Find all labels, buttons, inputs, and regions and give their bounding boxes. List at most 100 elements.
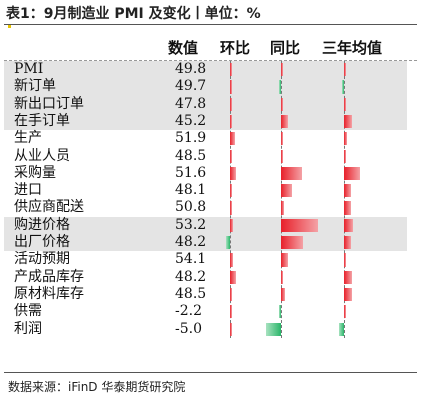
yoy-bar xyxy=(279,80,281,94)
table-row: 活动预期 54.1 xyxy=(0,251,423,268)
table-row: 产成品库存 48.2 xyxy=(0,269,423,286)
header-value: 数值 xyxy=(168,39,199,57)
row-value: 54.1 xyxy=(175,251,207,268)
header-avg3: 三年均值 xyxy=(322,39,383,57)
yoy-bar xyxy=(281,114,289,129)
decorative-mark xyxy=(8,25,11,28)
header-yoy: 同比 xyxy=(270,39,301,57)
table-row: 生产 51.9 xyxy=(0,130,423,147)
yoy-bar xyxy=(281,287,286,302)
row-value: 51.6 xyxy=(175,164,207,181)
yoy-bar xyxy=(281,184,292,198)
mom-bar xyxy=(230,166,236,181)
row-label: 新订单 xyxy=(14,78,56,95)
row-label: PMI xyxy=(14,61,44,77)
avg3-bar xyxy=(344,149,346,163)
avg3-bar xyxy=(344,132,347,146)
table-row: 购进价格 53.2 xyxy=(0,217,423,234)
table-row: 进口 48.1 xyxy=(0,182,423,199)
table-row: 新订单 49.7 xyxy=(0,78,423,95)
avg3-bar xyxy=(344,218,353,232)
row-value: 48.5 xyxy=(175,147,207,164)
row-label: 从业人员 xyxy=(14,147,70,164)
yoy-bar xyxy=(281,63,283,77)
row-label: 供需 xyxy=(14,303,42,320)
avg3-bar xyxy=(344,114,352,129)
row-label: 购进价格 xyxy=(14,216,70,233)
row-label: 原材料库存 xyxy=(14,285,84,302)
table-row: 利润 -5.0 xyxy=(0,321,423,338)
row-value: 48.2 xyxy=(175,234,207,250)
avg3-bar xyxy=(344,305,346,319)
table-row: 采购量 51.6 xyxy=(0,165,423,182)
table-row: 新出口订单 47.8 xyxy=(0,96,423,113)
row-label: 利润 xyxy=(14,320,42,337)
table-row: 出厂价格 48.2 xyxy=(0,234,423,251)
row-label: 活动预期 xyxy=(14,251,70,268)
yoy-bar xyxy=(281,236,304,250)
yoy-bar xyxy=(281,132,283,146)
row-value: 49.8 xyxy=(175,61,207,77)
mom-bar xyxy=(230,149,232,163)
bottom-rule xyxy=(4,372,417,373)
avg3-bar xyxy=(344,253,346,267)
avg3-bar xyxy=(344,270,352,284)
mom-bar xyxy=(225,236,230,250)
table-row: 在手订单 45.2 xyxy=(0,113,423,130)
mom-bar xyxy=(230,287,233,302)
row-label: 新出口订单 xyxy=(14,95,84,112)
avg3-bar xyxy=(344,166,360,181)
row-label: 进口 xyxy=(14,182,42,199)
yoy-bar xyxy=(281,97,283,111)
mom-bar xyxy=(230,132,235,146)
row-value: 48.5 xyxy=(175,285,207,302)
header-rule xyxy=(4,60,417,61)
row-band-1 xyxy=(4,61,407,131)
avg3-bar xyxy=(344,287,352,302)
avg3-bar xyxy=(344,201,351,215)
mom-bar xyxy=(230,322,232,336)
avg3-bar xyxy=(344,184,351,198)
table-row: PMI 49.8 xyxy=(0,61,423,78)
row-value: -2.2 xyxy=(175,303,202,320)
yoy-zero-axis xyxy=(281,61,282,338)
table-row: 原材料库存 48.5 xyxy=(0,286,423,303)
row-label: 生产 xyxy=(14,130,42,147)
row-value: 48.1 xyxy=(175,182,207,199)
yoy-bar xyxy=(281,270,284,284)
row-label: 产成品库存 xyxy=(14,268,84,285)
row-value: 53.2 xyxy=(175,216,207,233)
mom-bar xyxy=(230,80,232,94)
row-value: 50.8 xyxy=(175,199,207,216)
row-label: 采购量 xyxy=(14,164,56,181)
avg3-bar xyxy=(341,80,344,94)
yoy-bar xyxy=(281,218,319,232)
table-row: 供应商配送 50.8 xyxy=(0,199,423,216)
row-value: 45.2 xyxy=(175,112,207,129)
source-note: 数据来源：iFinD 华泰期货研究院 xyxy=(8,380,186,394)
mom-bar xyxy=(230,305,232,319)
row-value: 49.7 xyxy=(175,78,207,95)
mom-zero-axis xyxy=(230,61,231,338)
row-band-2 xyxy=(4,216,407,252)
yoy-bar xyxy=(266,322,281,336)
yoy-bar xyxy=(279,305,281,319)
top-rule xyxy=(4,24,417,25)
mom-bar xyxy=(230,253,233,267)
yoy-bar xyxy=(281,201,285,215)
avg3-bar xyxy=(344,97,346,111)
yoy-bar xyxy=(281,253,289,267)
mom-bar xyxy=(230,270,236,284)
row-label: 在手订单 xyxy=(14,112,70,129)
table-row: 从业人员 48.5 xyxy=(0,148,423,165)
avg3-bar xyxy=(344,63,346,77)
mom-bar xyxy=(230,201,233,215)
row-value: 51.9 xyxy=(175,130,207,147)
header-mom: 环比 xyxy=(220,39,251,57)
avg3-zero-axis xyxy=(344,61,345,338)
mom-bar xyxy=(230,97,233,111)
table-row: 供需 -2.2 xyxy=(0,303,423,320)
mom-bar xyxy=(230,218,233,232)
table-title: 表1：9月制造业 PMI 及变化丨单位：% xyxy=(6,6,261,22)
row-value: 48.2 xyxy=(175,268,207,285)
